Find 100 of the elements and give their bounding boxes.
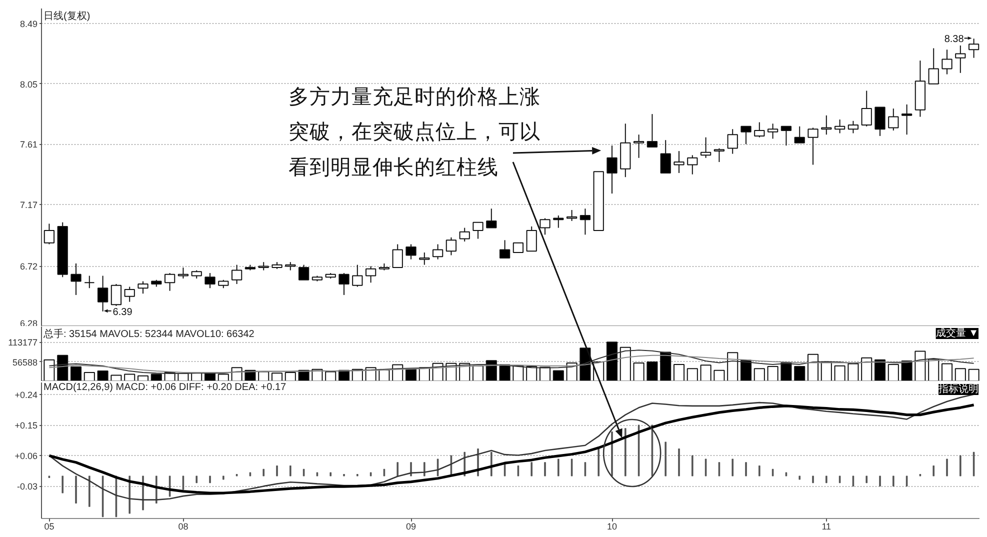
annotation: 多方力量充足时的价格上涨突破，在突破点位上，可以看到明显伸长的红柱线	[288, 86, 541, 179]
chart-title: 总手: 35154 MAVOL5: 52344 MAVOL10: 66342	[42, 328, 255, 340]
candlestick	[794, 126, 805, 144]
line-series	[48, 354, 974, 373]
bar	[472, 365, 484, 381]
chart-title: MACD(12,26,9) MACD: +0.06 DIFF: +0.20 DEA: +0.17	[44, 382, 287, 393]
bar	[84, 372, 95, 381]
y-tick-label: 7.61	[20, 140, 38, 150]
candlestick	[888, 108, 899, 131]
y-tick-label: 113177	[8, 338, 38, 348]
y-tick-label: 8.49	[20, 19, 38, 30]
bar	[780, 362, 792, 381]
bar	[700, 364, 712, 381]
bar	[552, 370, 564, 381]
candlestick	[84, 275, 95, 289]
bar	[633, 362, 644, 381]
candlestick	[780, 126, 792, 146]
candlestick	[861, 90, 872, 127]
candlestick	[231, 264, 242, 285]
bar	[794, 366, 806, 381]
bar	[861, 357, 872, 381]
candlestick	[687, 154, 698, 175]
bar	[954, 368, 966, 381]
bar	[620, 346, 631, 381]
candlestick	[406, 244, 416, 260]
x-tick-label: 10	[607, 522, 618, 532]
bar	[928, 358, 940, 381]
bar	[740, 360, 752, 381]
candlestick	[901, 104, 912, 136]
candlestick	[446, 236, 457, 256]
y-tick-label: +0.06	[14, 451, 38, 462]
y-tick-label: 56588	[12, 357, 38, 368]
y-tick-label: +0.15	[14, 420, 38, 430]
bar	[848, 363, 859, 381]
bar	[660, 352, 672, 381]
candlestick	[834, 119, 846, 134]
y-tick-label: 8.05	[20, 79, 38, 90]
candlestick	[942, 49, 952, 75]
annotation: 6.39	[112, 306, 133, 318]
candlestick	[633, 134, 644, 158]
candlestick	[540, 218, 550, 236]
candlestick	[459, 227, 470, 242]
bar	[325, 371, 336, 381]
candlestick	[767, 123, 778, 140]
candlestick	[553, 214, 564, 228]
bar	[124, 374, 136, 381]
bar	[110, 374, 122, 381]
candlestick	[432, 244, 444, 260]
bar	[754, 368, 765, 381]
x-tick-label: 11	[822, 522, 832, 532]
candlestick	[138, 280, 148, 294]
candlestick	[526, 226, 537, 252]
chart-title: 日线(复权)	[44, 10, 90, 22]
bar	[70, 366, 82, 381]
candlestick	[928, 48, 939, 84]
bar	[807, 354, 819, 381]
candlestick	[392, 244, 403, 268]
x-tick-label: 09	[406, 522, 416, 532]
bar	[646, 362, 658, 381]
candlestick	[606, 145, 618, 194]
candlestick	[338, 272, 350, 296]
candlestick	[874, 106, 886, 136]
candlestick	[110, 284, 122, 306]
x-tick-label: 05	[44, 522, 54, 532]
y-tick-label: +0.24	[14, 390, 38, 400]
bar	[284, 372, 296, 381]
y-tick-label: 7.17	[20, 200, 38, 210]
annotation: 指标说明	[938, 383, 978, 395]
candlestick	[419, 252, 430, 266]
candlestick	[70, 262, 82, 296]
y-tick-label: 6.72	[20, 262, 38, 272]
candlestick	[714, 148, 725, 163]
candlestick	[808, 127, 818, 166]
candlestick	[472, 222, 484, 240]
line-series	[48, 404, 976, 494]
bar	[834, 365, 846, 381]
candlestick	[727, 128, 738, 154]
candlestick	[499, 240, 510, 258]
bar	[606, 342, 618, 381]
bar	[150, 374, 162, 381]
annotation: 8.38	[944, 34, 964, 46]
y-tick-label: -0.03	[16, 482, 38, 492]
bar	[539, 366, 551, 381]
candlestick	[955, 45, 966, 74]
bar	[727, 352, 738, 381]
bar	[137, 375, 149, 381]
candlestick	[754, 122, 765, 138]
bar	[714, 370, 725, 381]
candlestick	[674, 150, 684, 174]
bar	[767, 366, 778, 381]
bar	[901, 360, 912, 381]
bar	[57, 354, 68, 381]
bar	[673, 364, 685, 381]
candlestick	[365, 266, 376, 284]
candlestick	[646, 114, 658, 148]
candlestick	[178, 267, 189, 280]
candlestick	[848, 120, 859, 134]
bar	[888, 364, 899, 381]
candlestick	[164, 272, 176, 292]
bar	[44, 359, 55, 381]
